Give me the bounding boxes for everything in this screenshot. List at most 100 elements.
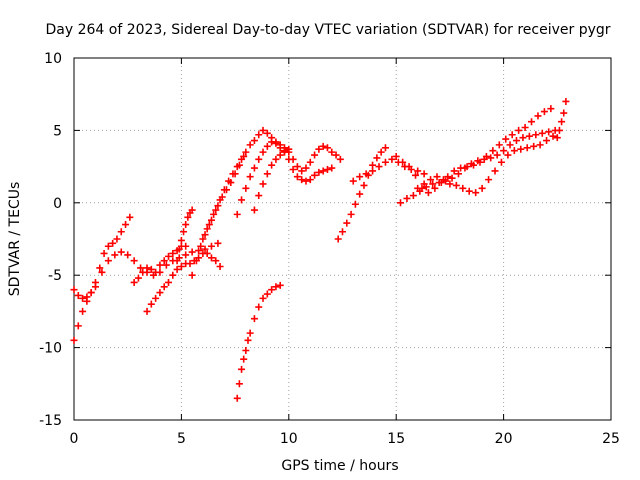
data-point bbox=[250, 137, 258, 145]
data-point bbox=[381, 158, 389, 166]
x-tick-label: 20 bbox=[495, 431, 513, 447]
data-point bbox=[212, 257, 220, 265]
data-point bbox=[126, 213, 134, 221]
data-point bbox=[396, 199, 404, 207]
data-point bbox=[122, 221, 130, 229]
series-track-16 bbox=[553, 97, 570, 142]
data-points bbox=[70, 97, 570, 402]
data-point bbox=[538, 129, 546, 137]
series-track-13 bbox=[392, 105, 555, 197]
data-point bbox=[268, 138, 276, 146]
data-point bbox=[205, 221, 213, 229]
data-point bbox=[137, 264, 145, 272]
data-point bbox=[175, 245, 183, 253]
data-point bbox=[229, 170, 237, 178]
data-point bbox=[347, 210, 355, 218]
data-point bbox=[117, 248, 125, 256]
data-point bbox=[203, 225, 211, 233]
data-point bbox=[480, 155, 488, 163]
data-point bbox=[246, 329, 254, 337]
data-point bbox=[210, 210, 218, 218]
data-point bbox=[289, 165, 297, 173]
data-point bbox=[242, 184, 250, 192]
data-point bbox=[70, 286, 78, 294]
data-point bbox=[298, 176, 306, 184]
data-point bbox=[302, 177, 310, 185]
data-point bbox=[250, 164, 258, 172]
data-point bbox=[351, 200, 359, 208]
data-point bbox=[375, 163, 383, 171]
data-point bbox=[412, 171, 420, 179]
data-point bbox=[485, 176, 493, 184]
data-point bbox=[403, 194, 411, 202]
data-point bbox=[547, 105, 555, 113]
data-point bbox=[521, 124, 529, 132]
data-point bbox=[519, 134, 527, 142]
data-point bbox=[315, 168, 323, 176]
data-point bbox=[332, 151, 340, 159]
data-point bbox=[427, 176, 435, 184]
data-point bbox=[360, 181, 368, 189]
data-point bbox=[259, 294, 267, 302]
data-point bbox=[439, 176, 447, 184]
data-point bbox=[489, 147, 497, 155]
data-point bbox=[493, 151, 501, 159]
data-point bbox=[201, 231, 209, 239]
x-tick-label: 0 bbox=[70, 431, 79, 447]
plot-frame bbox=[73, 57, 612, 421]
data-point bbox=[152, 294, 160, 302]
data-point bbox=[302, 164, 310, 172]
data-point bbox=[214, 239, 222, 247]
data-point bbox=[399, 158, 407, 166]
series-track-14 bbox=[396, 126, 559, 207]
series-track-12 bbox=[349, 155, 428, 185]
data-point bbox=[177, 236, 185, 244]
data-point bbox=[100, 249, 108, 257]
data-point bbox=[276, 144, 284, 152]
data-point bbox=[558, 118, 566, 126]
data-point bbox=[272, 155, 280, 163]
data-point bbox=[197, 242, 205, 250]
data-point bbox=[259, 180, 267, 188]
data-point bbox=[165, 252, 173, 260]
data-point bbox=[238, 196, 246, 204]
data-point bbox=[349, 177, 357, 185]
data-point bbox=[212, 206, 220, 214]
data-point bbox=[381, 144, 389, 152]
data-point bbox=[306, 158, 314, 166]
data-point bbox=[343, 219, 351, 227]
data-point bbox=[467, 160, 475, 168]
y-tick-label: -5 bbox=[48, 268, 62, 284]
data-point bbox=[111, 251, 119, 259]
data-point bbox=[373, 154, 381, 162]
series-track-10 bbox=[233, 281, 284, 402]
data-point bbox=[91, 283, 99, 291]
data-point bbox=[74, 322, 82, 330]
data-point bbox=[414, 184, 422, 192]
data-point bbox=[182, 251, 190, 259]
data-point bbox=[173, 265, 181, 273]
data-point bbox=[246, 173, 254, 181]
data-point bbox=[409, 192, 417, 200]
y-tick-label: 10 bbox=[44, 51, 62, 67]
data-point bbox=[543, 137, 551, 145]
data-point bbox=[201, 245, 209, 253]
data-point bbox=[510, 147, 518, 155]
data-point bbox=[465, 187, 473, 195]
data-point bbox=[517, 145, 525, 153]
data-point bbox=[459, 184, 467, 192]
data-point bbox=[461, 164, 469, 172]
data-point bbox=[186, 260, 194, 268]
data-point bbox=[113, 235, 121, 243]
data-point bbox=[285, 148, 293, 156]
data-point bbox=[220, 186, 228, 194]
data-point bbox=[420, 170, 428, 178]
series-track-2 bbox=[70, 239, 222, 302]
data-point bbox=[203, 249, 211, 257]
data-point bbox=[315, 145, 323, 153]
data-point bbox=[250, 206, 258, 214]
data-point bbox=[188, 248, 196, 256]
data-point bbox=[536, 141, 544, 149]
data-point bbox=[177, 263, 185, 271]
data-point bbox=[124, 251, 132, 259]
